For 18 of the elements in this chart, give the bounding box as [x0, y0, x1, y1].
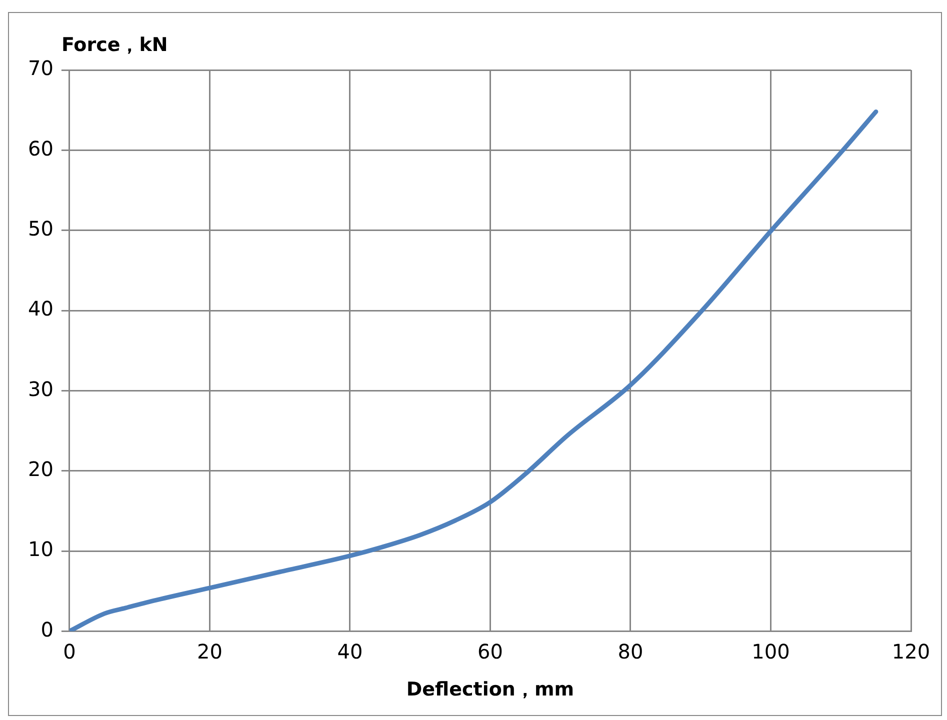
x-tick-label: 20: [196, 639, 222, 664]
x-tick-label: 100: [752, 639, 790, 664]
y-axis-title: Force，kN: [61, 34, 168, 56]
x-tick-label: 40: [337, 639, 363, 664]
y-tick-label: 20: [28, 457, 54, 482]
x-tick-label: 80: [618, 639, 644, 664]
y-tick-label: 50: [28, 216, 54, 241]
y-tick-label: 40: [28, 296, 54, 321]
y-tick-label: 0: [40, 617, 54, 642]
x-tick-label: 60: [478, 639, 503, 664]
y-tick-label: 10: [28, 537, 54, 562]
line-series: [69, 109, 878, 632]
y-tick-label: 30: [28, 376, 54, 401]
x-tick-label: 0: [63, 639, 76, 664]
x-axis-title: Deflection，mm: [406, 678, 574, 701]
x-tick-label: 120: [892, 639, 930, 664]
y-tick-label: 60: [28, 136, 54, 160]
y-tick-label: 70: [28, 56, 54, 80]
